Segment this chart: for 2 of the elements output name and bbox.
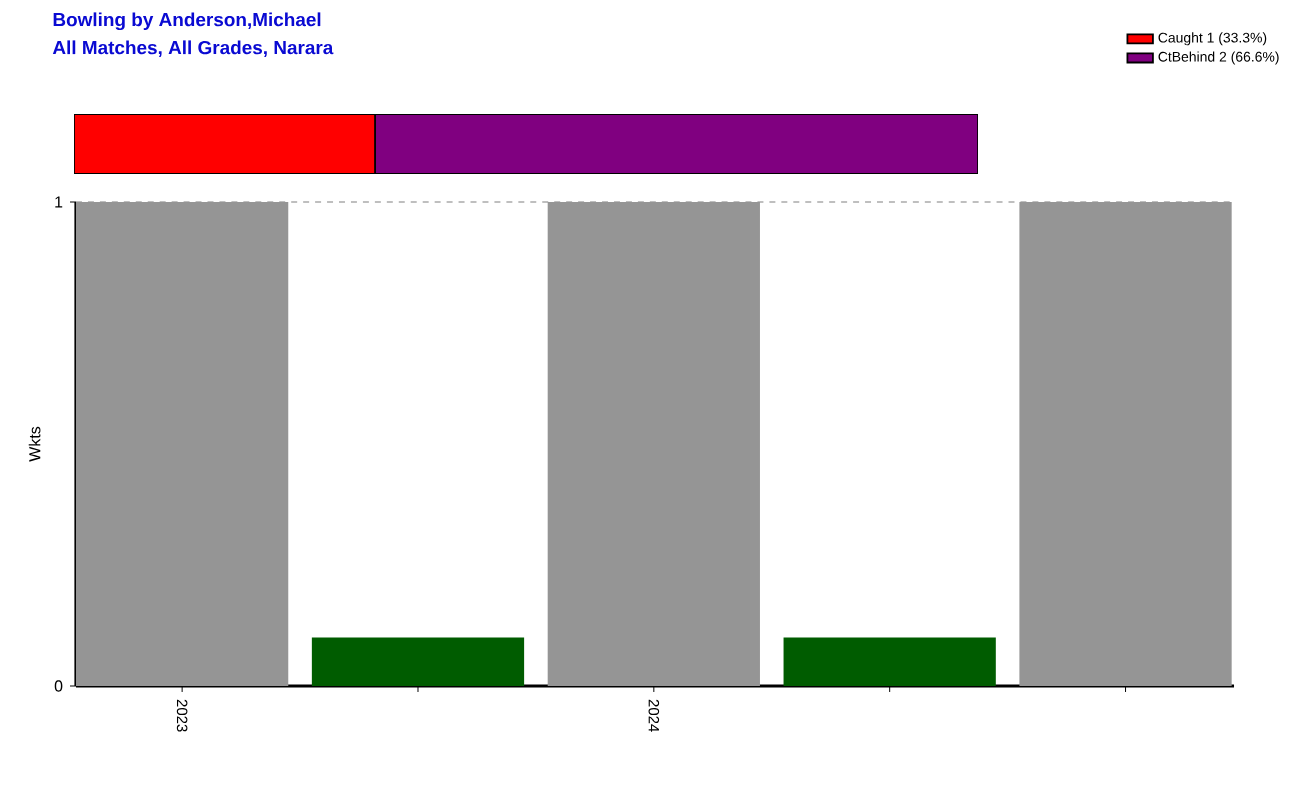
chart-title: Bowling by Anderson,Michael bbox=[53, 12, 321, 31]
chart-subtitle: All Matches, All Grades, Narara bbox=[52, 40, 334, 58]
